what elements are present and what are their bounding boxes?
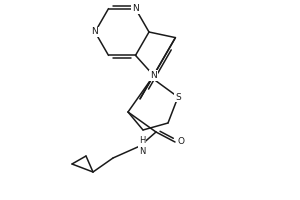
- Text: O: O: [178, 138, 185, 146]
- Text: H
N: H N: [139, 136, 145, 156]
- Text: N: N: [132, 4, 139, 13]
- Text: N: N: [92, 27, 98, 36]
- Text: S: S: [175, 92, 181, 102]
- Text: N: N: [150, 71, 157, 80]
